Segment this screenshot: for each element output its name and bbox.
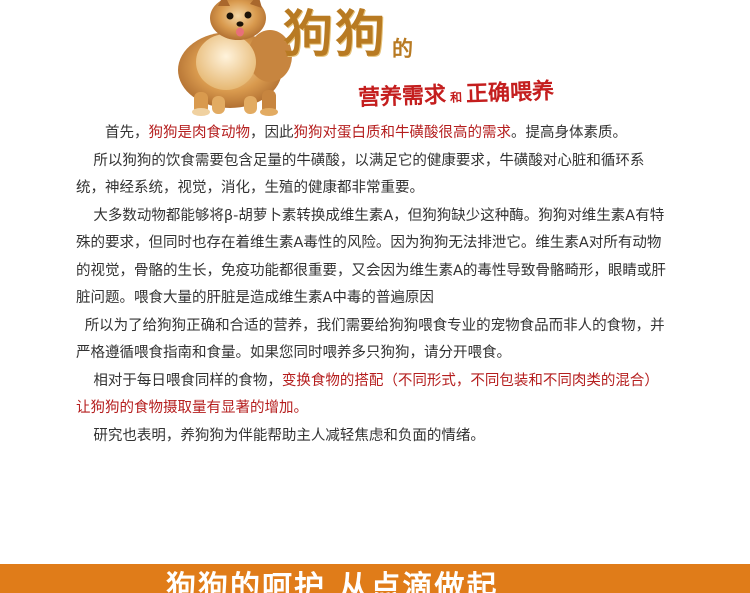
paragraph-6: 研究也表明，养狗狗为伴能帮助主人减轻焦虑和负面的情绪。 — [93, 427, 485, 444]
p1-text-1: 首先， — [105, 125, 149, 141]
p5-text-1: 相对于每日喂食同样的食物， — [93, 372, 282, 389]
header-title-main: 狗狗 — [283, 4, 387, 63]
p1-text-3: 。提高身体素质。 — [511, 125, 627, 141]
subtitle-part-b: 正确喂养 — [465, 78, 555, 108]
header-title-de: 的 — [392, 36, 413, 61]
header-subtitle: 营养需求和正确喂养 — [357, 73, 555, 112]
p1-text-2: ，因此 — [250, 125, 294, 141]
p5-highlight-1: 变换食物的搭配（不同形式，不同包装和不同肉类的混合）让狗狗的食物摄取量有显著的增… — [76, 372, 659, 417]
section-banner-title: 狗狗的呵护 从点滴做起 — [166, 570, 499, 593]
paragraph-2: 所以狗狗的饮食需要包含足量的牛磺酸，以满足它的健康要求，牛磺酸对心脏和循环系统，… — [76, 152, 645, 197]
p1-highlight-1: 狗狗是肉食动物 — [148, 125, 251, 141]
paragraph-1: 首先，狗狗是肉食动物，因此狗狗对蛋白质和牛磺酸很高的需求。提高身体素质。 — [76, 120, 666, 148]
p1-highlight-2: 狗狗对蛋白质和牛磺酸很高的需求 — [293, 125, 512, 141]
paragraph-5: 相对于每日喂食同样的食物，变换食物的搭配（不同形式，不同包装和不同肉类的混合）让… — [76, 368, 666, 423]
paragraph-4: 所以为了给狗狗正确和合适的营养，我们需要给狗狗喂食专业的宠物食品而非人的食物，并… — [76, 317, 665, 362]
section-banner: 狗狗的呵护 从点滴做起 — [0, 564, 750, 593]
pomeranian-dog-illustration — [178, 0, 292, 116]
subtitle-part-a: 营养需求 — [357, 81, 447, 111]
article-body: 首先，狗狗是肉食动物，因此狗狗对蛋白质和牛磺酸很高的需求。提高身体素质。 所以狗… — [76, 120, 666, 450]
subtitle-conjunction: 和 — [449, 90, 463, 105]
paragraph-3: 大多数动物都能够将β-胡萝卜素转换成维生素A，但狗狗缺少这种酶。狗狗对维生素A有… — [76, 207, 666, 307]
